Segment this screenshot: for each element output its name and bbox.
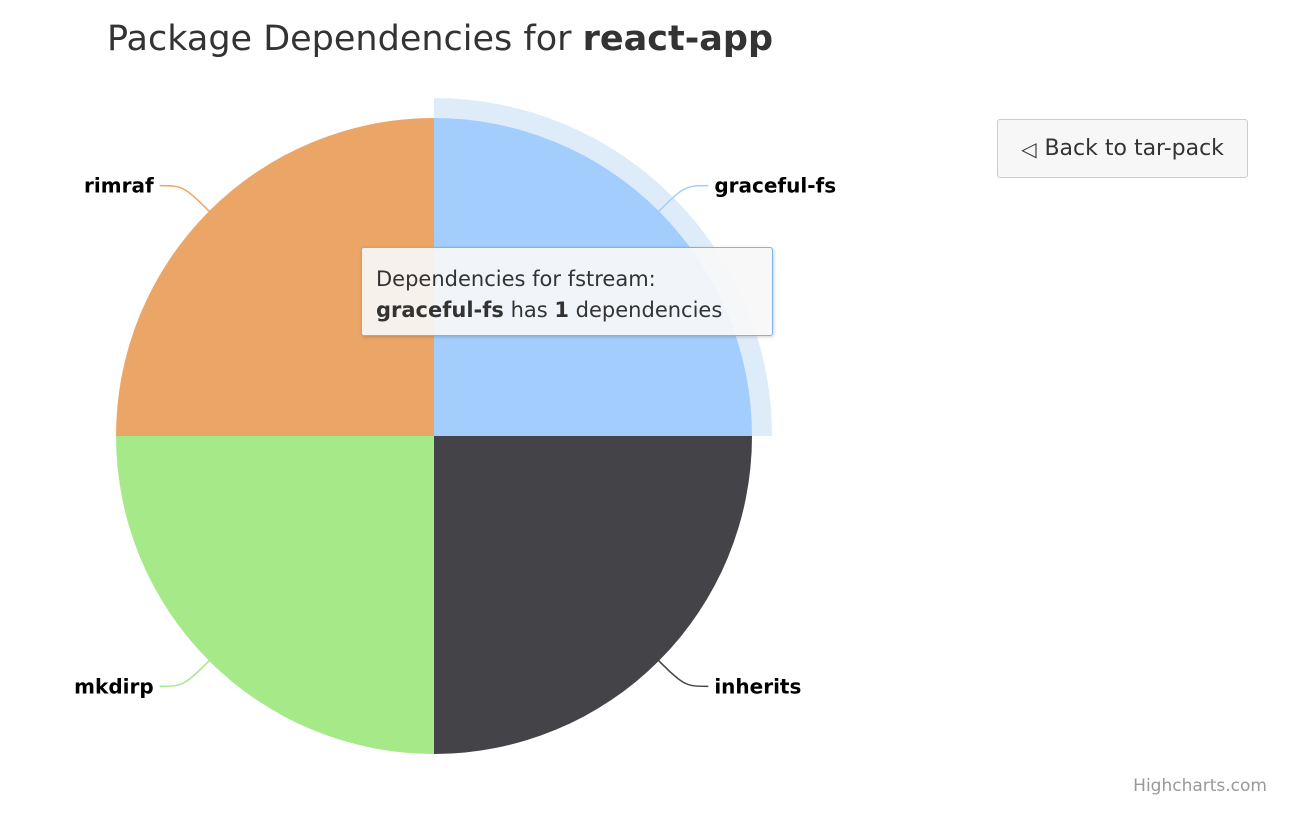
chart-title-prefix: Package Dependencies for	[107, 19, 583, 59]
data-label-rimraf[interactable]: rimraf	[84, 174, 154, 198]
connector-mkdirp	[159, 653, 217, 688]
back-button-label: Back to tar-pack	[1044, 136, 1224, 161]
chart-title-package: react-app	[582, 19, 774, 59]
tooltip: Dependencies for fstream: graceful-fs ha…	[361, 247, 773, 336]
back-button[interactable]: ◁ Back to tar-pack	[997, 119, 1248, 178]
data-labels: graceful-fs inherits mkdirp rimraf	[74, 174, 836, 699]
tooltip-body: graceful-fs has 1 dependencies	[376, 295, 758, 326]
credits-link[interactable]: Highcharts.com	[1133, 776, 1267, 796]
triangle-left-icon: ◁	[1021, 136, 1037, 161]
tooltip-count: 1	[554, 298, 569, 322]
connector-inherits	[651, 653, 709, 688]
tooltip-point-name: graceful-fs	[376, 298, 504, 322]
connector-rimraf	[159, 184, 217, 219]
connector-graceful-fs	[651, 184, 709, 219]
tooltip-header: Dependencies for fstream:	[376, 267, 656, 291]
pie-slice-mkdirp[interactable]	[116, 436, 434, 754]
data-label-mkdirp[interactable]: mkdirp	[74, 674, 154, 698]
tooltip-has-text: has	[503, 298, 555, 322]
tooltip-suffix: dependencies	[569, 298, 723, 322]
pie-slices	[116, 118, 752, 754]
pie-slice-inherits[interactable]	[434, 436, 752, 754]
chart-title: Package Dependencies for react-app	[107, 14, 773, 64]
pie-slice-rimraf[interactable]	[116, 118, 434, 436]
data-label-inherits[interactable]: inherits	[714, 674, 801, 698]
data-label-graceful-fs[interactable]: graceful-fs	[714, 174, 836, 198]
data-label-connectors	[159, 184, 709, 688]
